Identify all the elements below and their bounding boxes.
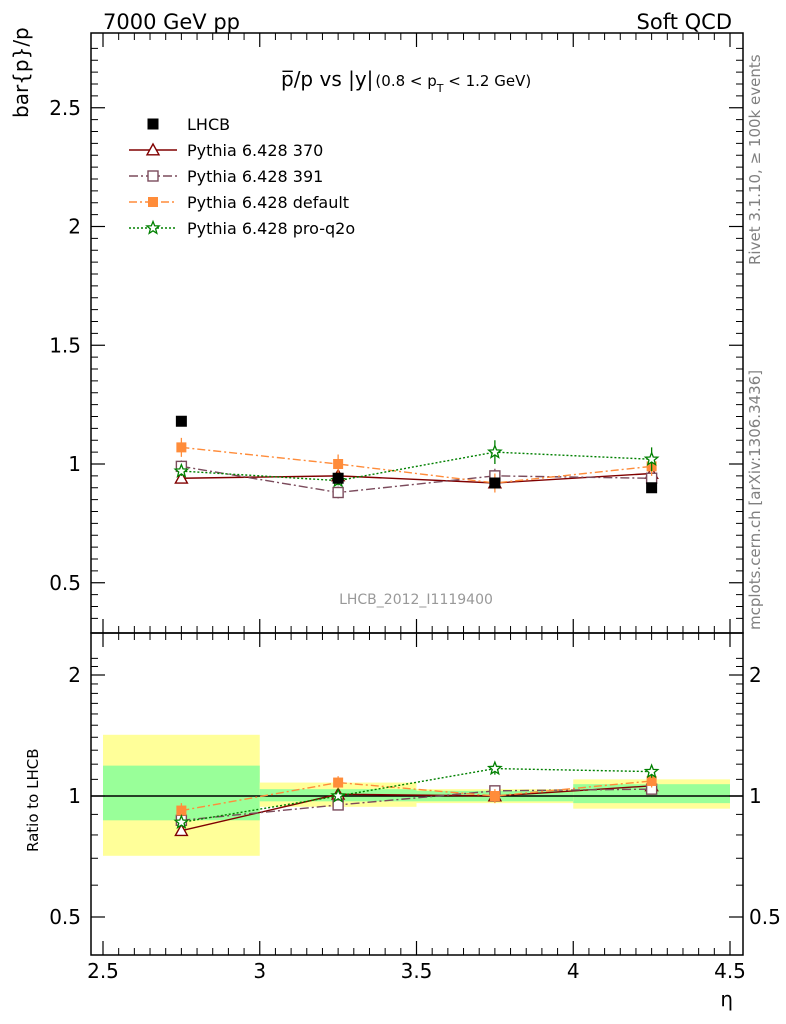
series-3-ratio-point [176, 805, 187, 816]
series-2-line [181, 465, 652, 494]
chart-title-cut-sub: T [436, 82, 444, 95]
series-2-ratio-line [181, 788, 652, 822]
ratio-y-tick-label-right: 0.5 [749, 905, 781, 929]
series-3-ratio-point [489, 791, 500, 801]
chart-title: p̅/p vs |y| (0.8 < pT < 1.2 GeV) [281, 67, 531, 95]
series-2-point [332, 486, 344, 499]
main-y-tick-label: 1.5 [49, 333, 81, 357]
ratio-y-tick-label: 2 [68, 663, 81, 687]
series-4-ratio [173, 760, 660, 830]
chart-title-cut-prefix: (0.8 < p [375, 72, 436, 90]
series-1-point [174, 470, 189, 484]
legend-label: Pythia 6.428 370 [187, 141, 323, 160]
header-left: 7000 GeV pp [103, 10, 240, 34]
legend-marker [145, 219, 161, 235]
series-3-point [333, 459, 344, 469]
series-4-point [173, 462, 190, 478]
x-tick-label: 2.5 [87, 959, 119, 983]
ratio-y-tick-label-right: 1 [749, 784, 762, 808]
ratio-series-layer [173, 760, 660, 837]
x-axis-title: η [720, 987, 733, 1011]
series-1-line [181, 472, 652, 484]
main-y-tick-label: 0.5 [49, 571, 81, 595]
legend-marker [145, 142, 161, 156]
legend-entry: Pythia 6.428 391 [129, 167, 323, 186]
legend-label: LHCB [187, 115, 230, 134]
series-1-ratio-line [181, 785, 652, 832]
series-3-ratio-point [333, 777, 344, 788]
main-series-layer [173, 415, 660, 499]
legend-label: Pythia 6.428 391 [187, 167, 323, 186]
series-4-ratio-point [643, 763, 660, 779]
series-3-main [176, 437, 657, 493]
legend-marker [147, 118, 159, 130]
main-y-tick-label: 2 [68, 215, 81, 239]
series-4-ratio-point [330, 787, 347, 803]
legend-label: Pythia 6.428 default [187, 193, 349, 212]
svg-text:p̅/p vs |y|(0.8 < pT < 1.2 GeV: p̅/p vs |y| (0.8 < pT < 1.2 GeV) [281, 67, 531, 95]
ratio-y-tick-label-right: 2 [749, 663, 762, 687]
reference-point [175, 415, 187, 427]
series-3-ratio [176, 774, 657, 819]
series-1-ratio-point [174, 823, 189, 837]
reference-point [489, 477, 501, 489]
series-4-ratio-line [181, 767, 652, 824]
mcplots-label: mcplots.cern.ch [arXiv:1306.3436] [746, 370, 764, 630]
x-tick-label: 3.5 [401, 959, 433, 983]
x-tick-label: 4.5 [714, 959, 746, 983]
tick-layer: 0.5 1 1.5 2 2.5 0.5 0.5 1 1 2 2 2.5 3 3.5 4 4.5 [49, 33, 781, 983]
series-4-point [643, 450, 660, 466]
main-y-tick-label: 2.5 [49, 96, 81, 120]
main-y-tick-label: 1 [68, 452, 81, 476]
legend-entry: Pythia 6.428 pro-q2o [129, 219, 355, 238]
legend-entry: Pythia 6.428 default [129, 193, 349, 212]
legend-entry: Pythia 6.428 370 [129, 141, 323, 160]
series-3-line [181, 446, 652, 484]
legend-marker [148, 197, 158, 207]
ratio-y-tick-label: 0.5 [49, 905, 81, 929]
legend-label: Pythia 6.428 pro-q2o [187, 219, 355, 238]
x-tick-label: 4 [567, 959, 580, 983]
series-3-ratio-point [646, 775, 657, 786]
chart-title-cut-suffix: < 1.2 GeV) [444, 72, 532, 90]
series-2-ratio-point [332, 799, 344, 811]
legend-marker [147, 170, 159, 182]
ratio-y-tick-label: 1 [68, 784, 81, 808]
reference-point [332, 472, 344, 484]
reference-point [646, 482, 658, 494]
reference-series [175, 415, 658, 494]
chart-title-main: p̅/p vs |y| [281, 67, 373, 91]
series-4-ratio-point [486, 760, 503, 776]
legend-entry: LHCB [147, 115, 230, 134]
series-3-ratio-line [181, 780, 652, 812]
x-tick-label: 3 [253, 959, 266, 983]
series-1-main [174, 466, 659, 489]
analysis-watermark: LHCB_2012_I1119400 [339, 592, 493, 608]
legend: LHCB Pythia 6.428 370 Pythia 6.428 391 Pyth… [129, 115, 355, 238]
series-4-ratio-point [173, 814, 190, 830]
series-3-point [176, 442, 187, 453]
rivet-label: Rivet 3.1.10, ≥ 100k events [746, 54, 764, 265]
ratio-y-axis-title: Ratio to LHCB [24, 748, 42, 852]
series-4-line [181, 451, 652, 482]
y-axis-title: bar{p}/p [9, 27, 33, 118]
series-4-point [486, 443, 503, 459]
header-right: Soft QCD [637, 10, 732, 34]
